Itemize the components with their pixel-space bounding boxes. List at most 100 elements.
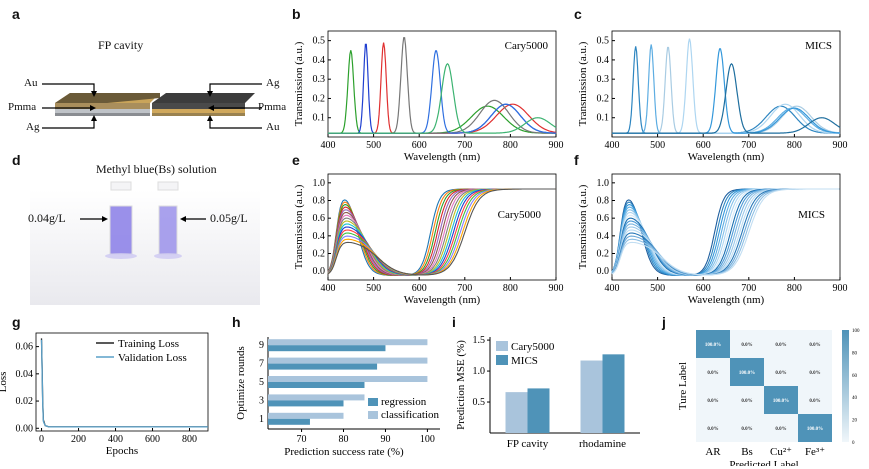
bar-mics [527, 388, 550, 433]
cell-text: 100.0% [773, 399, 789, 404]
cell-text: 0.0% [809, 343, 820, 348]
x-tick-label: Bs [741, 446, 753, 458]
x-tick-label: 400 [108, 434, 123, 445]
matrix-cell [696, 414, 730, 442]
x-tick-label: 700 [741, 283, 756, 294]
x-tick-label: Cu²⁺ [770, 446, 792, 458]
legend-swatch [368, 411, 378, 419]
y-tick-label: 0.5 [313, 36, 326, 47]
panel-d-solution: Methyl blue(Bs) solution 0.04g/L 0.05g/L [0, 150, 290, 310]
bar-classification [268, 339, 428, 346]
fp-cavity-drawing [42, 83, 262, 129]
legend-label: MICS [511, 355, 538, 367]
x-tick-label: 800 [503, 283, 518, 294]
matrix-cell [764, 414, 798, 442]
bar-classification [268, 357, 428, 364]
x-axis-label: Epochs [106, 445, 138, 457]
x-tick-label: 500 [366, 140, 381, 151]
y-tick-label: 9 [259, 340, 264, 351]
y-tick-label: 0.2 [597, 93, 610, 104]
solution-title: Methyl blue(Bs) solution [96, 162, 217, 176]
legend-label: classification [381, 409, 440, 421]
matrix-cell [730, 414, 764, 442]
plot-frame [327, 30, 557, 138]
y-tick-label: 0.00 [16, 423, 34, 434]
matrix-cell [764, 386, 798, 414]
chart-c-mics-spectra: 400 500 600 700 800 900 0.1 0.2 0.3 0.4 0.5 Wavelen… [577, 30, 848, 163]
panel-label-j: j [662, 314, 666, 330]
cuvette-drawing [30, 181, 260, 305]
y-tick-label: 0.4 [313, 231, 326, 242]
matrix-cell [798, 386, 832, 414]
spectrum-line-16 [611, 188, 840, 276]
bar-regression [268, 382, 365, 388]
matrix-cell [798, 358, 832, 386]
y-axis-label: Ture Label [677, 362, 689, 410]
x-tick-label: 400 [605, 140, 620, 151]
x-tick-label: 700 [457, 140, 472, 151]
y-tick-label: 0.1 [597, 113, 610, 124]
cell-text: 0.0% [809, 399, 820, 404]
y-tick-label: 3 [259, 395, 264, 406]
x-axis-label: Wavelength (nm) [688, 294, 765, 306]
bar-regression [268, 363, 378, 370]
y-axis-label: Transmission (a.u.) [577, 184, 589, 269]
y-tick-label: 0.02 [16, 396, 34, 407]
y-axis-label: Transmission (a.u.) [293, 41, 305, 126]
colorbar-tick-label: 20 [852, 419, 858, 424]
chart-e-cary5000-spectra: 400 500 600 700 800 900 0.0 0.2 0.4 0.6 0.8 1.0 Wave… [293, 173, 564, 306]
panel-label-h: h [232, 314, 241, 330]
x-axis-label: Predicted Label [729, 459, 798, 466]
legend-text: MICS [798, 209, 825, 221]
fp-right-layer-3: Au [266, 121, 280, 133]
spectrum-line-6 [328, 62, 557, 134]
cell-text: 100.0% [739, 371, 755, 376]
colorbar-tick-label: 60 [852, 374, 858, 379]
matrix-cell [764, 358, 798, 386]
legend-text: Cary5000 [505, 40, 549, 52]
y-tick-label: 0.4 [313, 55, 326, 66]
y-tick-label: 0.0 [597, 266, 610, 277]
x-tick-label: 700 [457, 283, 472, 294]
x-axis-label: Wavelength (nm) [688, 151, 765, 163]
matrix-cell [730, 386, 764, 414]
fp-right-layer-1: Ag [266, 77, 280, 89]
chart-g-loss: 0 200 400 600 800 0.00 0.02 0.04 0.06 Epochs Loss T… [0, 332, 209, 457]
x-tick-label: Fe³⁺ [805, 446, 825, 458]
y-tick-label: 0.4 [597, 55, 610, 66]
panel-label-c: c [574, 6, 582, 22]
x-tick-label: 600 [412, 283, 427, 294]
y-tick-label: 0.3 [313, 74, 326, 85]
y-tick-label: 7 [259, 359, 264, 370]
x-tick-label: FP cavity [507, 438, 549, 450]
y-tick-label: 0.2 [313, 93, 326, 104]
x-tick-label: 100 [420, 434, 435, 445]
y-tick-label: 0.0 [313, 266, 326, 277]
x-tick-label: 500 [650, 140, 665, 151]
panel-label-d: d [12, 152, 21, 168]
left-concentration: 0.04g/L [28, 211, 66, 225]
x-tick-label: 400 [321, 283, 336, 294]
x-tick-label: 400 [605, 283, 620, 294]
y-axis-label: Transmission (a.u.) [293, 184, 305, 269]
colorbar-tick-label: 40 [852, 396, 858, 401]
x-tick-label: 600 [696, 140, 711, 151]
panel-label-g: g [12, 314, 21, 330]
plot-frame [611, 30, 841, 138]
y-tick-label: 0.5 [473, 397, 486, 408]
chart-i-mse: 0.5 1.0 1.5 FP cavity rhodamine Prediction MS… [455, 335, 640, 450]
cell-text: 100.0% [705, 343, 721, 348]
y-axis-label: Transmission (a.u.) [577, 41, 589, 126]
panel-label-i: i [452, 314, 456, 330]
legend-text: Cary5000 [498, 209, 542, 221]
fp-left-layer-1: Au [24, 77, 38, 89]
plot-frame [327, 173, 557, 281]
cell-text: 0.0% [741, 399, 752, 404]
bar-regression [268, 400, 344, 407]
x-tick-label: 90 [380, 434, 390, 445]
legend-label: Training Loss [118, 338, 179, 350]
chart-j-confusion-matrix: 100.0% 0.0% 0.0% 0.0% 0.0% 100.0% 0.0% 0.0% 0.0%… [677, 329, 860, 466]
colorbar-tick-label: 100 [852, 329, 860, 334]
cell-text: 0.0% [809, 371, 820, 376]
y-tick-label: 0.4 [597, 231, 610, 242]
